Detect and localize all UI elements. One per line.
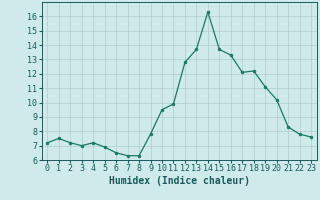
X-axis label: Humidex (Indice chaleur): Humidex (Indice chaleur) — [109, 176, 250, 186]
